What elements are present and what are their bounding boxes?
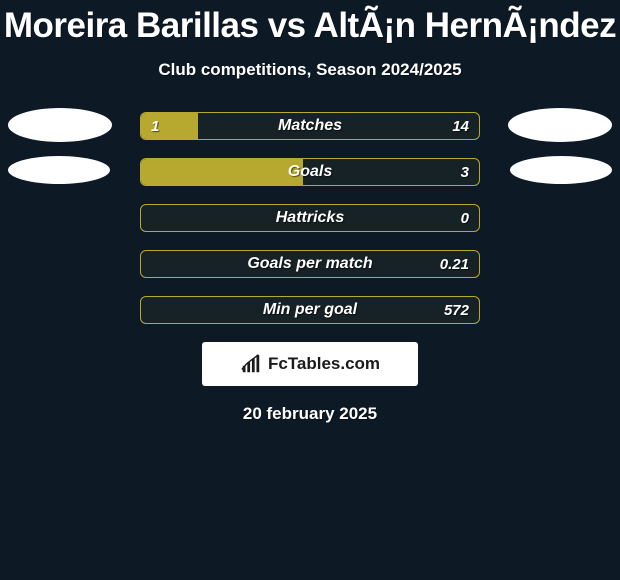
stat-row-matches: 1 Matches 14 xyxy=(0,112,620,142)
value-right: 0 xyxy=(461,205,469,231)
value-right: 0.21 xyxy=(440,251,469,277)
snapshot-date: 20 february 2025 xyxy=(0,404,620,424)
stat-row-gpm: Goals per match 0.21 xyxy=(0,250,620,280)
bar-fill-left xyxy=(141,113,198,139)
bar-track: Min per goal 572 xyxy=(140,296,480,324)
stat-row-mpg: Min per goal 572 xyxy=(0,296,620,326)
stat-row-goals: Goals 3 xyxy=(0,158,620,188)
bar-track: 1 Matches 14 xyxy=(140,112,480,140)
bar-track: Goals 3 xyxy=(140,158,480,186)
comparison-chart: 1 Matches 14 Goals 3 Hattricks 0 xyxy=(0,112,620,326)
player-right-avatar xyxy=(508,108,612,142)
bar-fill-left xyxy=(141,159,303,185)
page-subtitle: Club competitions, Season 2024/2025 xyxy=(0,60,620,80)
player-left-avatar xyxy=(8,108,112,142)
logo-text: FcTables.com xyxy=(268,354,380,374)
bar-label: Hattricks xyxy=(141,205,479,231)
stat-row-hattricks: Hattricks 0 xyxy=(0,204,620,234)
player-right-avatar xyxy=(510,156,612,184)
value-right: 14 xyxy=(452,113,469,139)
bar-label: Goals per match xyxy=(141,251,479,277)
bar-track: Hattricks 0 xyxy=(140,204,480,232)
source-logo[interactable]: FcTables.com xyxy=(202,342,418,386)
player-left-avatar xyxy=(8,156,110,184)
value-right: 572 xyxy=(444,297,469,323)
bar-chart-icon xyxy=(240,353,262,375)
bar-track: Goals per match 0.21 xyxy=(140,250,480,278)
page-title: Moreira Barillas vs AltÃ¡n HernÃ¡ndez xyxy=(0,0,620,46)
bar-label: Min per goal xyxy=(141,297,479,323)
value-right: 3 xyxy=(461,159,469,185)
